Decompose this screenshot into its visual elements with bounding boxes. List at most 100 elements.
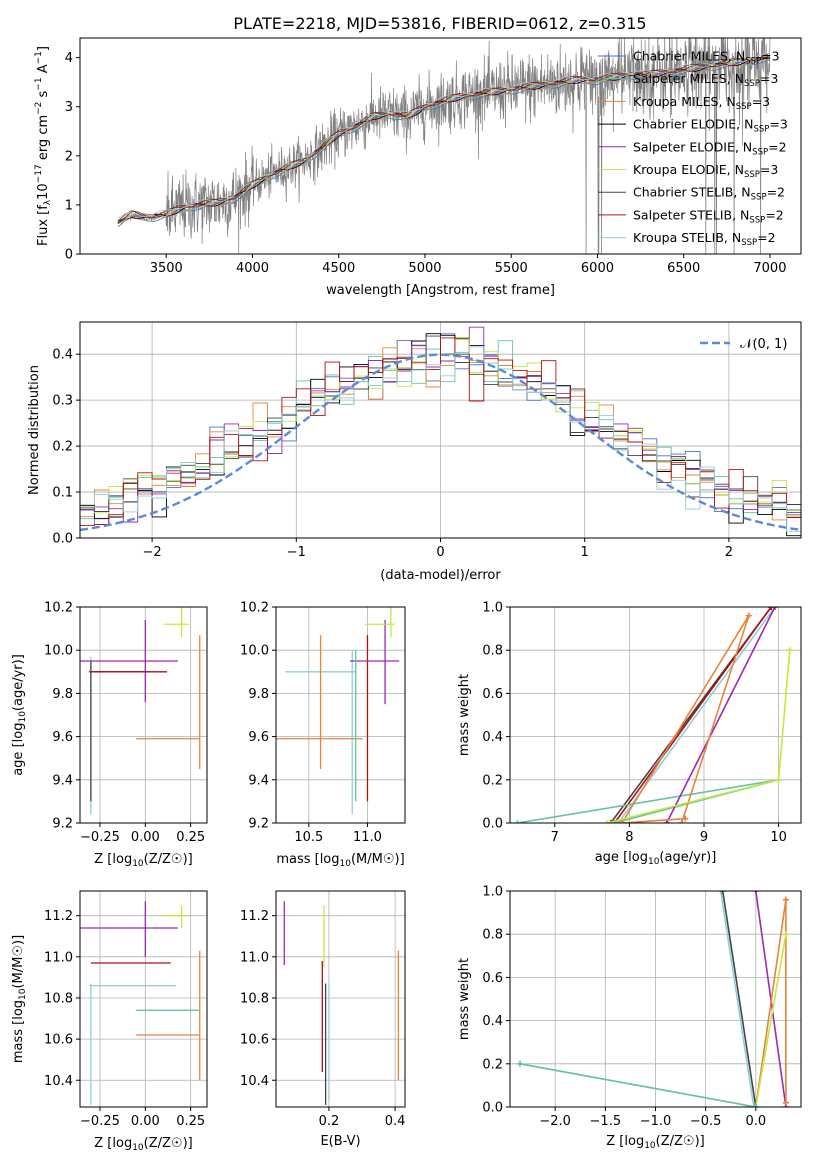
model-line-salpeter_stelib: [117, 53, 770, 222]
legend-label: 𝒩(0, 1): [740, 337, 787, 352]
legend-label: Kroupa ELODIE, NSSP=3: [633, 162, 778, 180]
x-tick-label: −0.25: [80, 1114, 120, 1129]
x-tick-label: 1: [581, 545, 589, 560]
series-line-kroupa_stelib: [719, 891, 755, 1107]
y-tick-label: 9.6: [52, 730, 73, 745]
x-axis-label: Z [log10(Z/Z☉)]: [94, 1136, 192, 1153]
plot-area: [80, 326, 801, 537]
x-tick-label: 0: [436, 545, 444, 560]
x-tick-label: 11.0: [353, 830, 382, 845]
legend-label: Chabrier STELIB, NSSP=2: [633, 185, 785, 203]
series-marker: [514, 820, 521, 823]
axes-frame: [275, 606, 406, 824]
y-tick-label: 10.0: [44, 644, 73, 659]
plot-area: [283, 901, 400, 1105]
x-tick-label: 5000: [408, 261, 441, 276]
y-axis-label: age [log10(age/yr)]: [11, 654, 28, 776]
y-tick-label: 0.0: [52, 532, 73, 547]
y-axis-label: mass weight: [457, 958, 472, 1040]
series-marker: [782, 931, 789, 938]
series-marker: [678, 820, 685, 823]
series-line-chabrier_stelib: [721, 891, 757, 1107]
model-line-kroupa_elodie: [117, 57, 770, 225]
series-marker: [750, 1104, 757, 1107]
y-tick-label: 9.4: [52, 773, 73, 788]
series-line-salpeter_miles: [517, 779, 779, 823]
x-axis-label: E(B-V): [320, 1134, 360, 1149]
x-tick-label: 0.25: [176, 1114, 205, 1129]
x-tick-label: 8: [625, 830, 633, 845]
series-line-salpeter_elodie: [665, 607, 776, 823]
series-marker: [786, 647, 793, 654]
series-marker: [752, 1104, 759, 1107]
series-marker: [682, 815, 689, 822]
x-tick-label: 10.5: [294, 830, 323, 845]
x-tick-label: 7000: [753, 261, 786, 276]
x-tick-label: 0.00: [131, 830, 160, 845]
x-tick-label: 5500: [495, 261, 528, 276]
spectrum-plot: 3500 4000 4500 5000 5500 6000 6500 7000 0 1 2 3 4 wav…: [34, 37, 802, 298]
series-marker: [607, 820, 614, 823]
normal-curve-line: [80, 353, 799, 532]
x-axis-label: (data-model)/error: [380, 568, 501, 583]
plot-area: [517, 891, 789, 1107]
mass-weight-vs-age-plot: 7 8 9 10 0.0 0.2 0.4 0.6 0.8 1.0 age [log10(age/yr…: [457, 601, 802, 867]
model-line-kroupa_stelib: [117, 53, 770, 219]
axes-frame: [79, 890, 208, 1108]
series-marker: [775, 776, 782, 783]
series-marker: [604, 820, 610, 823]
plot-area: [514, 607, 793, 823]
y-tick-label: 0: [65, 248, 73, 263]
x-tick-label: 0.4: [385, 1114, 406, 1129]
y-tick-label: 10.8: [240, 991, 269, 1006]
histogram-step-chabrier_miles: [80, 333, 801, 526]
x-tick-label: 10: [770, 830, 787, 845]
y-tick-label: 1: [65, 198, 73, 213]
x-tick-label: 6500: [667, 261, 700, 276]
series-line-salpeter_stelib: [613, 607, 772, 823]
y-axis-label: Flux [fλ10−17 erg cm−2 s−1 A−1]: [34, 46, 53, 246]
y-tick-label: 9.4: [248, 773, 269, 788]
series-line-kroupa_miles: [620, 615, 750, 823]
mass-weight-vs-metallicity-plot: −2.0 −1.5 −1.0 −0.5 0.0 0.0 0.2 0.4 0.6 0.8 1.0 Z […: [457, 885, 802, 1151]
x-tick-label: −1.5: [590, 1114, 622, 1129]
x-tick-label: −0.25: [80, 830, 120, 845]
mass-vs-ebv-plot: 0.2 0.4 10.4 10.6 10.8 11.0 11.2 E(B-V): [240, 890, 406, 1149]
y-tick-label: 0.6: [482, 687, 503, 702]
series-marker: [771, 607, 778, 610]
x-tick-label: −2.0: [539, 1114, 571, 1129]
age-vs-metallicity-plot: −0.25 0.00 0.25 9.2 9.4 9.6 9.8 10.0 10.2 Z [log1…: [11, 601, 208, 869]
x-tick-label: 0.00: [131, 1114, 160, 1129]
y-tick-label: 0.6: [482, 971, 503, 986]
x-tick-label: 7: [551, 830, 559, 845]
y-tick-label: 11.2: [44, 909, 73, 924]
series-marker: [768, 607, 775, 610]
x-axis-label: Z [log10(Z/Z☉)]: [94, 852, 192, 869]
y-tick-label: 0.3: [52, 394, 73, 409]
y-tick-label: 9.8: [248, 687, 269, 702]
series-marker: [618, 820, 625, 823]
x-tick-label: 9: [700, 830, 708, 845]
y-tick-label: 10.4: [44, 1074, 73, 1089]
axes-frame: [79, 37, 802, 255]
y-tick-label: 1.0: [482, 885, 503, 900]
axes-frame: [79, 606, 208, 824]
x-axis-label: wavelength [Angstrom, rest frame]: [326, 283, 555, 298]
legend-label: Salpeter MILES, NSSP=3: [633, 71, 778, 89]
x-tick-label: 2: [725, 545, 733, 560]
x-tick-label: 4500: [322, 261, 355, 276]
y-tick-label: 9.8: [52, 687, 73, 702]
y-tick-label: 0.2: [482, 773, 503, 788]
series-marker: [782, 1099, 789, 1106]
y-tick-label: 9.6: [248, 730, 269, 745]
y-tick-label: 0.8: [482, 928, 503, 943]
y-tick-label: 9.2: [248, 817, 269, 832]
plot-area: [80, 607, 201, 815]
plot-area: [80, 901, 201, 1105]
series-marker: [752, 891, 759, 894]
series-marker: [782, 896, 789, 903]
x-axis-label: mass [log10(M/M☉)]: [276, 852, 404, 869]
y-tick-label: 2: [65, 149, 73, 164]
residual-histogram-plot: −2 −1 0 1 2 0.0 0.1 0.2 0.3 0.4 (data-model)/error…: [27, 321, 802, 583]
